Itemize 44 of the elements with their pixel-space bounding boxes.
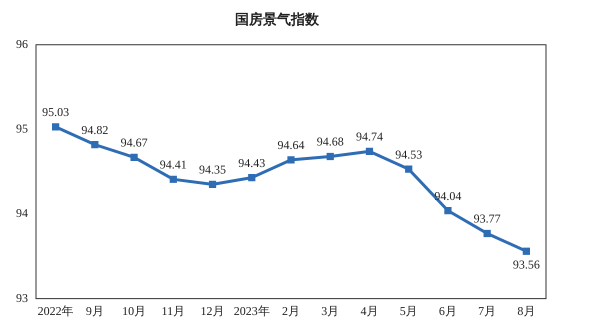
y-tick-label: 96	[16, 36, 28, 51]
data-label: 95.03	[42, 105, 70, 120]
data-label: 94.68	[316, 134, 344, 149]
y-tick-label: 93	[16, 290, 28, 305]
point	[170, 176, 177, 183]
x-tick-label: 4月	[360, 304, 378, 318]
x-tick-label: 2月	[282, 304, 300, 318]
data-label: 94.04	[434, 188, 462, 203]
x-tick-label: 10月	[122, 304, 146, 318]
point	[208, 180, 216, 188]
point	[52, 123, 60, 130]
data-label: 94.74	[356, 130, 383, 144]
x-tick-label: 5月	[400, 304, 418, 318]
data-label: 94.43	[238, 156, 266, 170]
point	[366, 148, 374, 156]
point	[484, 230, 491, 238]
data-label: 93.77	[474, 212, 501, 226]
x-tick-label: 12月	[200, 304, 225, 318]
data-label: 94.41	[160, 157, 187, 172]
data-label: 94.35	[199, 162, 226, 177]
point	[287, 156, 295, 164]
data-label: 94.64	[278, 138, 304, 152]
point	[326, 152, 334, 160]
data-label: 94.67	[120, 135, 148, 150]
x-tick-label: 7月	[478, 304, 496, 318]
point	[130, 154, 138, 161]
point	[522, 248, 530, 255]
chart-title: 国房景气指数	[235, 11, 320, 28]
data-label: 93.56	[512, 257, 540, 272]
y-tick-label: 95	[16, 122, 28, 136]
x-tick-label: 9月	[86, 304, 104, 318]
point	[405, 166, 412, 173]
data-label: 94.53	[395, 147, 422, 162]
x-tick-label: 2022年	[38, 304, 74, 318]
point	[91, 141, 98, 148]
point	[248, 174, 256, 182]
x-tick-label: 11月	[162, 304, 186, 318]
y-tick-label: 94	[16, 206, 28, 220]
x-tick-label: 3月	[321, 304, 340, 318]
x-tick-label: 8月	[517, 304, 536, 318]
x-tick-label: 2023年	[234, 304, 270, 318]
data-label: 94.82	[81, 122, 108, 137]
point	[444, 206, 452, 214]
x-tick-label: 6月	[438, 304, 457, 318]
